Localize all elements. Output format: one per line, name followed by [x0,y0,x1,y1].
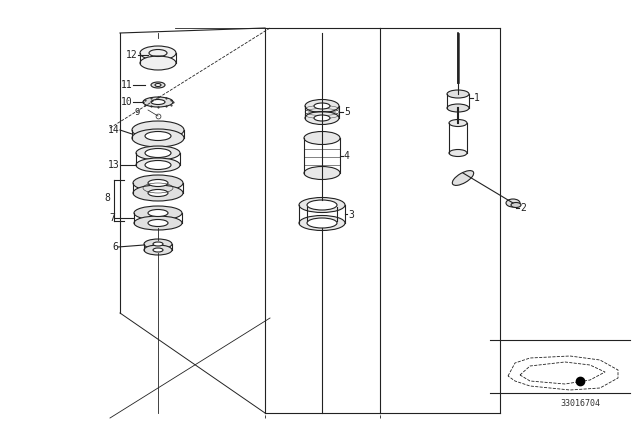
Text: 33016704: 33016704 [560,399,600,408]
Ellipse shape [145,160,171,169]
Ellipse shape [145,132,171,141]
Ellipse shape [314,103,330,109]
Ellipse shape [305,99,339,112]
Ellipse shape [307,218,337,228]
Text: 3: 3 [348,210,354,220]
Ellipse shape [144,239,172,249]
Ellipse shape [151,99,165,104]
Ellipse shape [134,216,182,230]
Ellipse shape [133,185,183,201]
Ellipse shape [148,190,168,197]
Text: 1: 1 [474,93,480,103]
Ellipse shape [314,115,330,121]
Text: 10: 10 [121,97,133,107]
Ellipse shape [151,82,165,88]
Ellipse shape [304,167,340,180]
Ellipse shape [143,97,173,107]
Ellipse shape [447,90,469,98]
Ellipse shape [134,206,182,220]
Ellipse shape [299,198,345,212]
Ellipse shape [148,220,168,227]
Ellipse shape [148,210,168,216]
Ellipse shape [133,175,183,191]
Ellipse shape [304,132,340,145]
Ellipse shape [136,146,180,160]
Ellipse shape [449,120,467,126]
Text: 7: 7 [109,213,115,223]
Text: 5: 5 [344,107,350,117]
Ellipse shape [140,46,176,60]
Ellipse shape [132,129,184,147]
Ellipse shape [155,83,161,86]
Text: 9: 9 [134,108,140,116]
Ellipse shape [132,121,184,139]
Text: 11: 11 [121,80,133,90]
Ellipse shape [153,248,163,252]
Ellipse shape [449,150,467,156]
Text: 13: 13 [108,160,120,170]
Text: 4: 4 [344,151,350,161]
Ellipse shape [506,199,520,207]
Ellipse shape [148,180,168,186]
Text: 2: 2 [520,203,526,213]
Ellipse shape [144,245,172,255]
Text: 12: 12 [126,50,138,60]
Ellipse shape [305,112,339,125]
Text: 8: 8 [104,193,110,203]
Ellipse shape [140,56,176,70]
Ellipse shape [511,202,521,207]
Text: 6: 6 [112,242,118,252]
Ellipse shape [136,158,180,172]
Ellipse shape [447,104,469,112]
Ellipse shape [307,200,337,210]
Ellipse shape [299,215,345,231]
Ellipse shape [153,242,163,246]
Ellipse shape [452,171,474,185]
Ellipse shape [145,148,171,158]
Text: 14: 14 [108,125,120,135]
